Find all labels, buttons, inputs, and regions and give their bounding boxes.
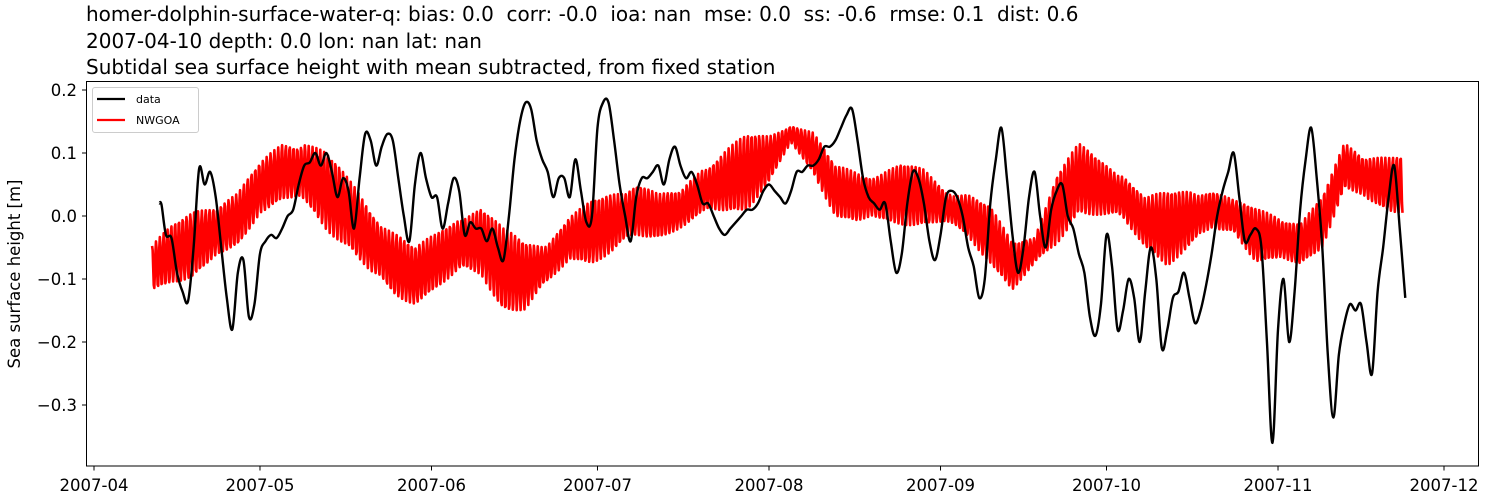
x-tick-label: 2007-04 bbox=[60, 476, 129, 495]
x-axis: 2007-04 2007-05 2007-06 2007-07 2007-08 2007-… bbox=[60, 466, 1479, 495]
x-tick-label: 2007-09 bbox=[906, 476, 975, 495]
plot-frame bbox=[86, 81, 1479, 467]
y-axis-label: Sea surface height [m] bbox=[5, 180, 24, 369]
legend-label-nwgoa: NWGOA bbox=[136, 114, 180, 127]
x-tick-label: 2007-05 bbox=[226, 476, 295, 495]
x-tick-label: 2007-08 bbox=[735, 476, 804, 495]
x-tick-label: 2007-12 bbox=[1410, 476, 1479, 495]
y-tick-label: 0.0 bbox=[51, 207, 77, 226]
x-tick-label: 2007-11 bbox=[1244, 476, 1313, 495]
x-tick-label: 2007-06 bbox=[397, 476, 466, 495]
y-tick-label: 0.2 bbox=[51, 81, 77, 100]
legend: data NWGOA bbox=[92, 87, 199, 133]
chart-title-stats: homer-dolphin-surface-water-q: bias: 0.0… bbox=[86, 2, 1079, 26]
x-tick-label: 2007-10 bbox=[1072, 476, 1141, 495]
y-axis: 0.2 0.1 0.0 −0.1 −0.2 −0.3 bbox=[37, 81, 87, 415]
chart-title-description: Subtidal sea surface height with mean su… bbox=[86, 55, 776, 79]
y-tick-label: 0.1 bbox=[51, 144, 77, 163]
x-tick-label: 2007-07 bbox=[563, 476, 632, 495]
y-tick-label: −0.1 bbox=[37, 270, 77, 289]
plot-area bbox=[150, 97, 1407, 445]
legend-label-data: data bbox=[136, 93, 161, 106]
y-tick-label: −0.2 bbox=[37, 333, 77, 352]
series-line-data bbox=[158, 97, 1407, 445]
chart-title-station: 2007-04-10 depth: 0.0 lon: nan lat: nan bbox=[86, 29, 482, 53]
series-line-nwgoa bbox=[150, 125, 1404, 312]
y-tick-label: −0.3 bbox=[37, 396, 77, 415]
